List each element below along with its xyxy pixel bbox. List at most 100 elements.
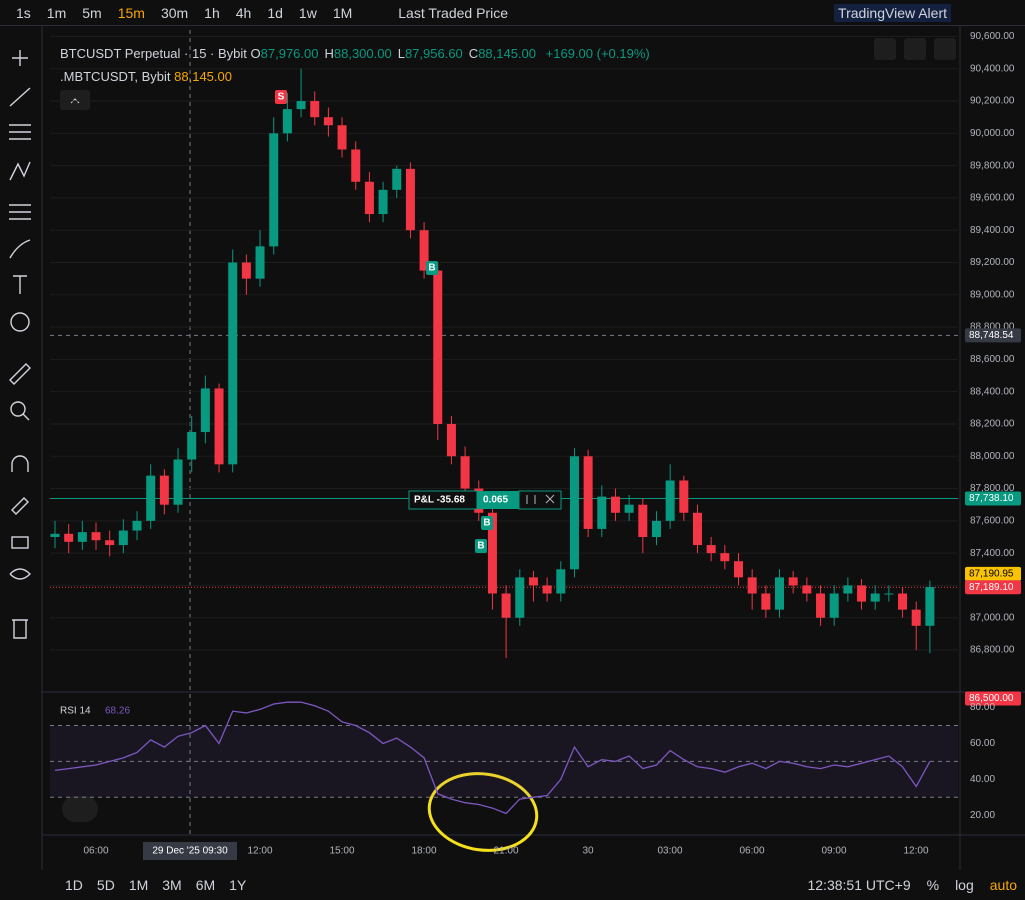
candle-body	[720, 553, 730, 562]
highlight-circle	[427, 772, 539, 852]
price-marker-label: 88,748.54	[969, 330, 1014, 341]
candle-body	[761, 593, 771, 610]
time-label: 12:00	[903, 846, 928, 857]
candle-body	[91, 532, 101, 541]
candle-body	[583, 456, 593, 529]
candle-body	[200, 388, 210, 433]
y-tick-label: 88,000.00	[970, 451, 1015, 462]
time-label: 06:00	[83, 846, 108, 857]
candle-body	[255, 246, 265, 279]
range[interactable]: 3M	[162, 877, 182, 893]
price-marker	[965, 328, 1021, 343]
interval[interactable]: 15m	[117, 4, 145, 21]
interval[interactable]: 30m	[160, 4, 189, 21]
price-marker	[965, 580, 1021, 595]
ohlc-key: H	[324, 46, 334, 61]
range[interactable]: 1D	[65, 877, 83, 893]
candle-body	[706, 545, 716, 554]
candle-body	[802, 585, 812, 594]
reverse-button[interactable]	[518, 490, 562, 510]
range[interactable]: 1M	[128, 877, 149, 893]
interval[interactable]: 5m	[82, 4, 102, 21]
signal-label: B	[483, 518, 490, 529]
qty: 0.065	[483, 495, 508, 506]
ohlc-key: C	[468, 46, 479, 61]
rsi-value: 68.26	[105, 706, 130, 717]
price-marker-label: 87,189.10	[969, 582, 1014, 593]
change: +169.00 (+0.19%)	[545, 46, 650, 61]
ohlc-key: L	[397, 46, 405, 61]
candle-body	[679, 480, 689, 513]
interval[interactable]: 1s	[16, 4, 31, 21]
candle-body	[528, 577, 538, 586]
time-label: 03:00	[657, 846, 682, 857]
y-tick-label: 88,400.00	[970, 386, 1015, 397]
fullscreen-button[interactable]	[934, 38, 956, 60]
candle-body	[146, 475, 156, 521]
legend: BTCUSDT Perpetual · 15 · Bybit O87,976.0…	[60, 42, 650, 88]
y-tick-label: 89,800.00	[970, 160, 1015, 171]
candle-body	[925, 587, 935, 626]
ohlc-key: O	[250, 46, 261, 61]
candle-body	[77, 532, 87, 542]
interval[interactable]: 1m	[46, 4, 67, 21]
option[interactable]: %	[926, 877, 940, 893]
rsi-title: RSI 14	[60, 706, 91, 717]
crosshair-time-box	[143, 842, 237, 860]
scroll-button[interactable]	[874, 38, 896, 60]
candle-body	[829, 593, 839, 618]
rsi-tick-label: 80.00	[970, 702, 995, 713]
signal-badge	[481, 516, 493, 530]
candle-body	[364, 181, 374, 215]
ohlc-value: 87,956.60	[404, 46, 463, 61]
interval[interactable]: 1h	[204, 4, 220, 21]
candle-body	[419, 230, 429, 271]
option[interactable]: log	[955, 877, 974, 893]
candle-body	[323, 117, 333, 126]
ohlc-value: 87,976.00	[260, 46, 319, 61]
price-source[interactable]: Last Traded Price	[398, 4, 508, 21]
index-name: .MBTCUSDT, Bybit	[60, 69, 171, 84]
candle-body	[515, 577, 525, 618]
interval[interactable]: 1M	[332, 4, 353, 21]
range[interactable]: 6M	[195, 877, 216, 893]
option[interactable]: auto	[989, 877, 1017, 893]
rsi-line	[54, 701, 931, 815]
tv-logo	[62, 796, 98, 822]
candle-body	[569, 456, 579, 570]
tool-icons[interactable]	[9, 50, 31, 639]
candle-body	[50, 533, 60, 537]
candle-body	[665, 480, 675, 521]
time-label: 18:00	[411, 846, 436, 857]
signal-label: S	[278, 92, 285, 103]
collapse-button[interactable]	[60, 90, 90, 110]
candle-body	[105, 540, 115, 546]
time-label: 21:00	[493, 846, 518, 857]
ranges: 1D 5D 1M 3M 6M 1Y	[58, 877, 253, 893]
range[interactable]: 5D	[96, 877, 115, 893]
candle-body	[542, 585, 552, 594]
clock: 12:38:51 UTC+9	[807, 877, 911, 893]
interval[interactable]: 4h	[235, 4, 252, 21]
fit-button[interactable]	[904, 38, 926, 60]
y-tick-label: 89,600.00	[970, 193, 1015, 204]
candle-body	[692, 512, 702, 546]
candle-body	[159, 475, 169, 505]
candle-body	[911, 609, 921, 626]
top-toolbar: 1s 1m 5m 15m 30m 1h 4h 1d 1w 1M Last Traded Price…	[0, 0, 1025, 26]
candle-body	[310, 101, 320, 118]
signal-label: B	[428, 263, 435, 274]
range[interactable]: 1Y	[229, 877, 247, 893]
rsi-tick-label: 40.00	[970, 774, 995, 785]
signal-label: B	[477, 541, 484, 552]
interval[interactable]: 1d	[267, 4, 283, 21]
chart: 86,800.0087,000.0087,200.0087,400.0087,6…	[9, 26, 1025, 870]
candle-body	[132, 520, 142, 531]
collapse-icon	[70, 98, 80, 104]
interval[interactable]: 1w	[298, 4, 317, 21]
y-tick-label: 90,400.00	[970, 63, 1015, 74]
y-tick-label: 90,600.00	[970, 31, 1015, 42]
crosshair-time: 29 Dec '25 09:30	[152, 846, 228, 857]
alert-button[interactable]: TradingView Alert	[834, 3, 951, 22]
